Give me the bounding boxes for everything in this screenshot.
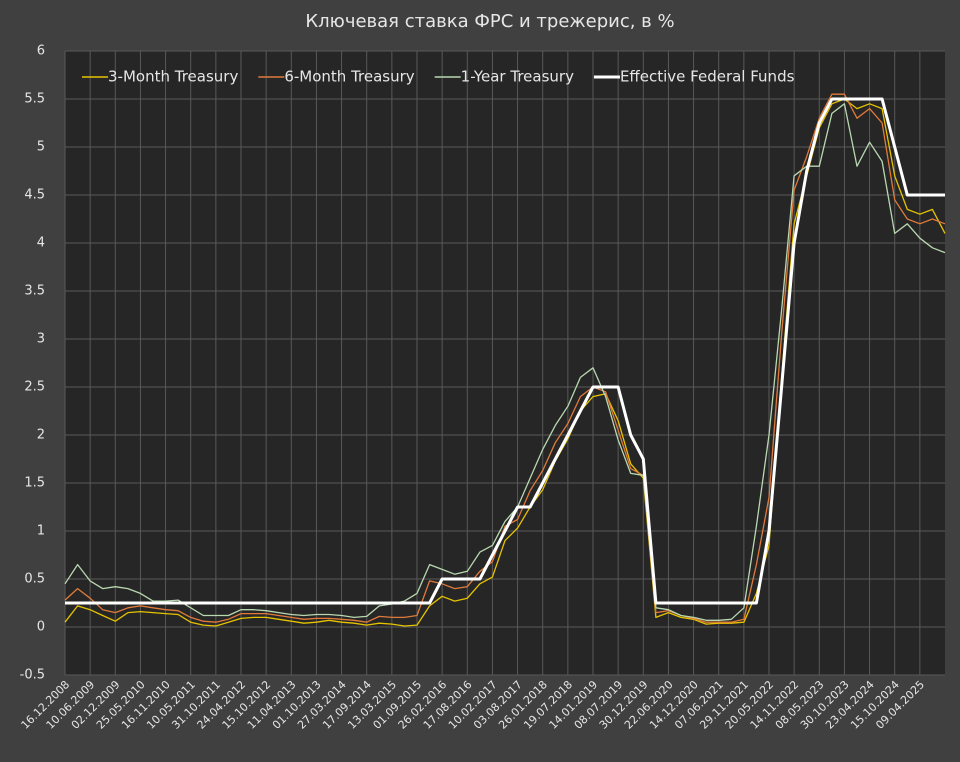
y-tick-label: 1 [37,524,45,539]
y-tick-label: 6 [37,44,45,59]
y-tick-label: 5.5 [24,92,45,107]
y-tick-label: 4 [37,236,45,251]
series-line [64,93,946,623]
y-tick-label: 5 [37,140,45,155]
plot-area [65,51,945,675]
series-line [65,97,945,605]
series-line [64,98,946,627]
legend-label: Effective Federal Funds [620,68,795,86]
legend-label: 3-Month Treasury [108,68,238,86]
chart-title: Ключевая ставка ФРС и трежерис, в % [305,11,674,32]
legend-label: 6-Month Treasury [284,68,414,86]
series-line [64,103,946,621]
y-tick-label: 2 [37,428,45,443]
y-tick-label: 1.5 [24,476,45,491]
y-tick-label: 2.5 [24,380,45,395]
y-tick-label: 4.5 [24,188,45,203]
y-tick-label: 0.5 [24,572,45,587]
y-tick-label: 3 [37,332,45,347]
y-tick-label: -0.5 [20,668,45,683]
y-tick-label: 3.5 [24,284,45,299]
y-tick-label: 0 [37,620,45,635]
legend-label: 1-Year Treasury [461,68,574,86]
